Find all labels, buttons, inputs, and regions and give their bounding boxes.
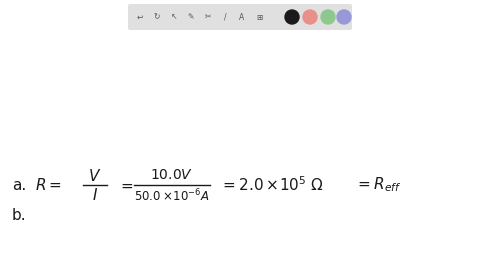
Text: $50.0\times\!10^{-6}A$: $50.0\times\!10^{-6}A$ (134, 188, 210, 204)
Text: ↩: ↩ (137, 12, 143, 21)
Text: A: A (240, 12, 245, 21)
Circle shape (337, 10, 351, 24)
Text: b.: b. (12, 207, 26, 222)
Text: ✎: ✎ (188, 12, 194, 21)
Text: $= R_{eff}$: $= R_{eff}$ (355, 176, 402, 194)
Text: $I$: $I$ (92, 187, 98, 203)
Text: a.: a. (12, 178, 26, 192)
Circle shape (321, 10, 335, 24)
FancyBboxPatch shape (128, 4, 352, 30)
Circle shape (303, 10, 317, 24)
Text: $=$: $=$ (118, 178, 134, 192)
Text: $R =$: $R =$ (35, 177, 62, 193)
Text: ✂: ✂ (205, 12, 211, 21)
Text: ⊞: ⊞ (256, 12, 262, 21)
Circle shape (285, 10, 299, 24)
Text: $10.0V$: $10.0V$ (150, 168, 193, 182)
Text: $V$: $V$ (88, 168, 102, 184)
Text: $= 2.0\times\!10^{5}\ \Omega$: $= 2.0\times\!10^{5}\ \Omega$ (220, 176, 324, 194)
Text: /: / (224, 12, 226, 21)
Text: ↻: ↻ (154, 12, 160, 21)
Text: ↖: ↖ (171, 12, 177, 21)
